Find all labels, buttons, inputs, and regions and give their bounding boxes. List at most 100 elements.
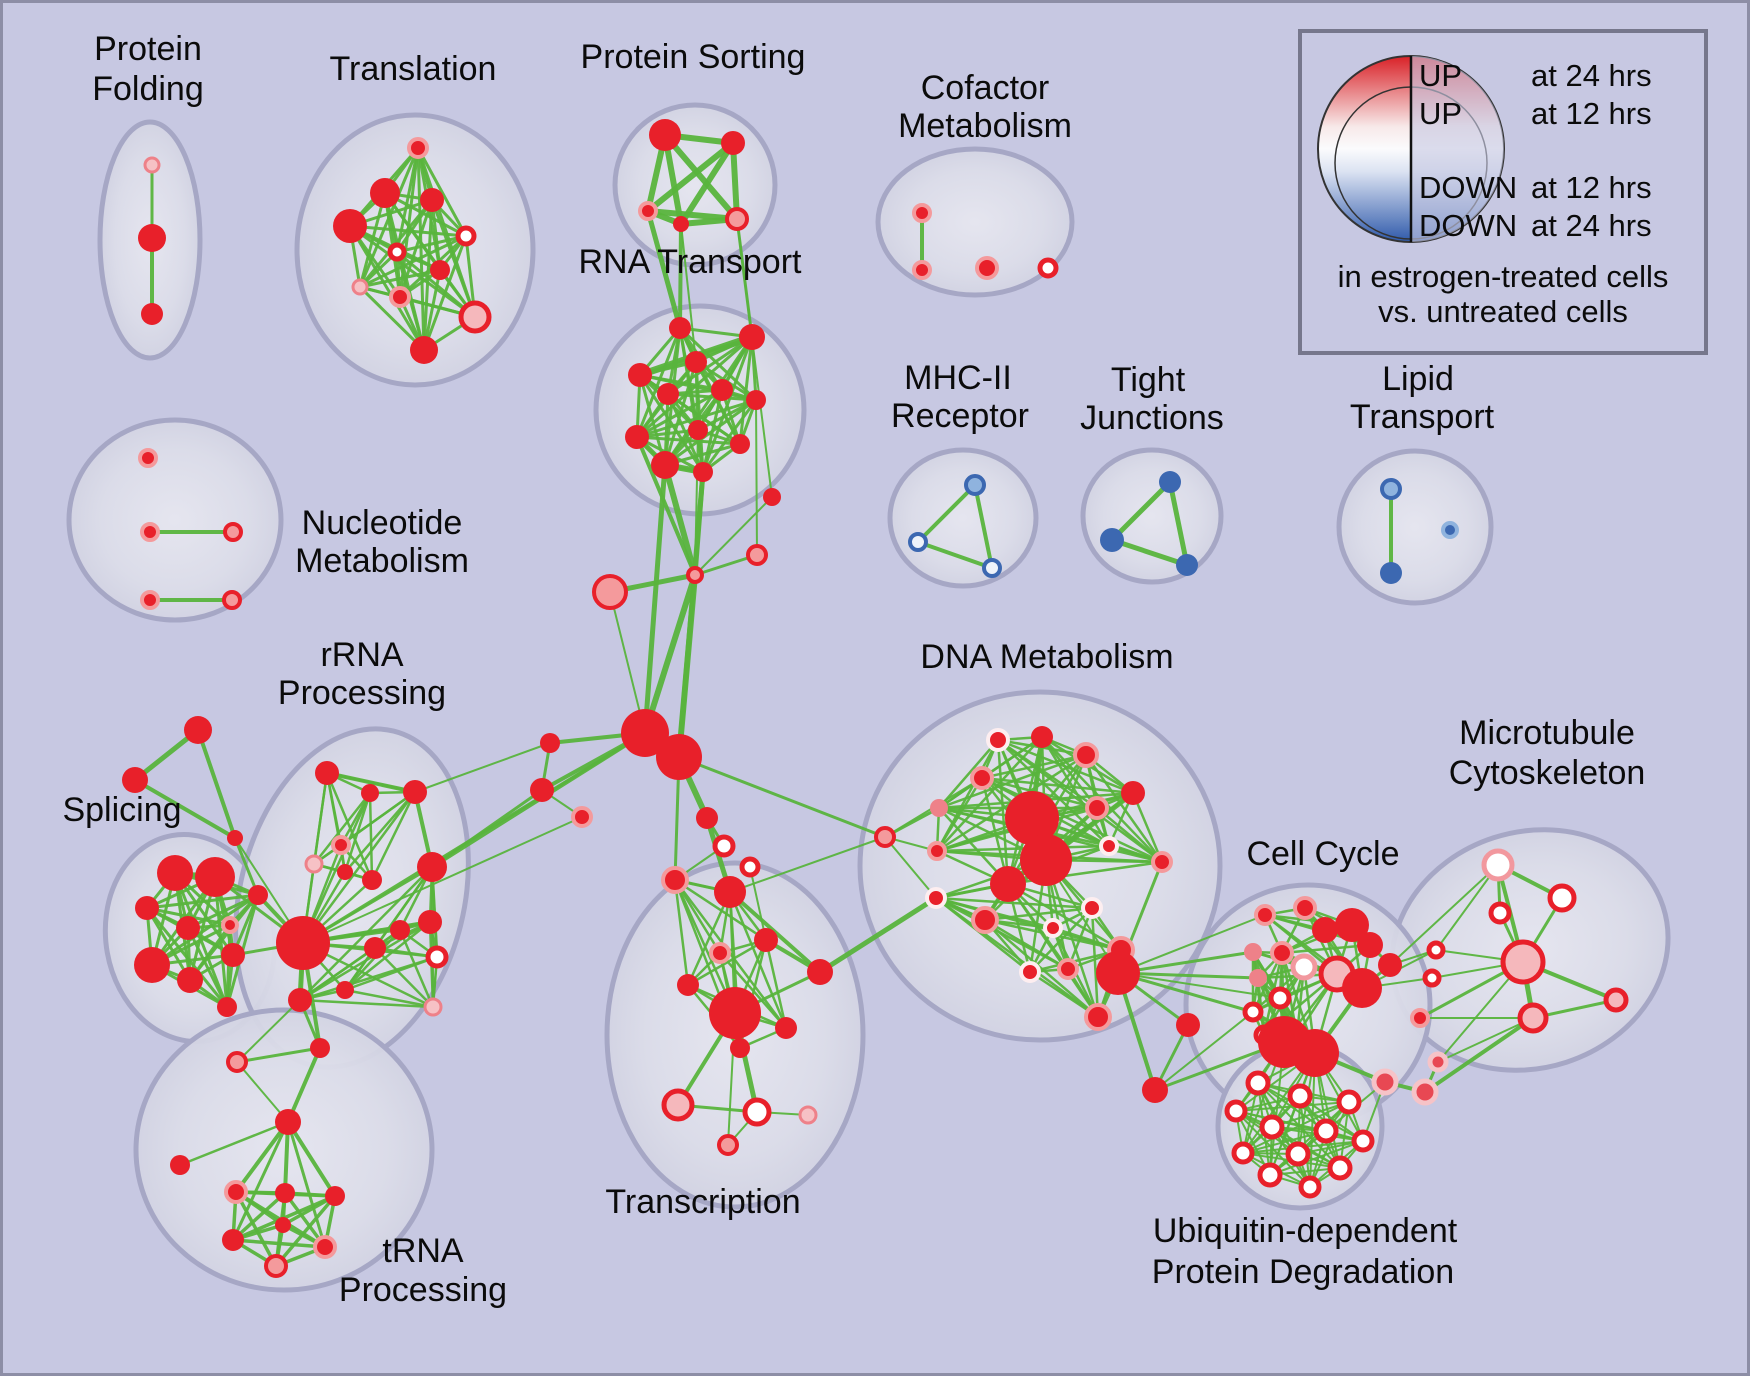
edge [234,1120,290,1194]
node-s3 [135,896,159,920]
edge [1269,1101,1350,1176]
node-C0 [1096,951,1140,995]
node-c13 [1242,1001,1264,1023]
node-q2 [908,532,928,552]
node-rt2 [739,324,765,350]
edge [609,591,646,734]
cluster-label-dna-metabolism: DNA Metabolism [920,638,1173,676]
node-s5 [221,916,239,934]
edge [1117,914,1266,974]
cluster-label-protein-folding: Folding [92,70,204,108]
cluster-label-microtubule-cytoskeleton: Cytoskeleton [1449,754,1646,792]
edge [358,285,426,352]
cluster-label-cofactor-metabolism: Cofactor [921,69,1050,107]
edge [1154,1011,1254,1091]
node-c7 [1270,941,1294,965]
node-tl11 [410,336,438,364]
edge [983,918,1070,971]
cluster-label-ubiquitin-degradation: Ubiquitin-dependent [1153,1212,1458,1250]
node-pf1 [143,156,161,174]
edge [1109,479,1173,543]
cluster-ellipse-mhc-ii-receptor [887,447,1039,589]
node-rt5 [657,383,679,405]
node-c6 [1244,943,1262,961]
node-c17 [1142,1077,1168,1103]
edge [1095,806,1164,864]
edge [736,218,773,498]
node-x3 [1410,1008,1430,1028]
edge [1131,791,1164,864]
edge [678,140,736,227]
edge [694,496,773,576]
node-g2 [122,767,148,793]
cluster-label-trna-processing: Processing [339,1271,507,1309]
node-s6 [134,947,170,983]
edge [1437,1017,1534,1063]
node-cf4 [1037,257,1059,279]
node-tr6 [775,1017,797,1039]
node-tr3 [709,942,731,964]
node-s2 [195,857,235,897]
edge [645,140,736,214]
node-D2 [1020,834,1072,886]
edge [916,540,994,570]
node-pf2 [138,224,166,252]
node-c3 [1312,917,1338,943]
node-d1 [986,728,1010,752]
node-d18 [1084,1003,1112,1031]
edge [642,462,668,736]
node-s7 [177,967,203,993]
edge [1167,479,1190,568]
edge [343,928,402,992]
node-jb [592,574,628,610]
edge [701,398,758,474]
node-j1 [686,566,704,584]
legend-caption: in estrogen-treated cells [1338,259,1669,294]
node-d3 [1073,742,1099,768]
cluster-label-mhc-ii-receptor: MHC-II [904,359,1012,397]
node-C2 [1291,1029,1339,1077]
legend-right-half-fade [1411,56,1504,242]
legend-direction-label: UP [1419,96,1462,131]
node-T8 [264,1254,288,1278]
edge [1435,864,1499,951]
node-h1 [621,709,669,757]
cluster-label-rrna-processing: Processing [278,674,446,712]
node-j2 [746,544,768,566]
node-T5 [325,1186,345,1206]
node-rr1 [315,761,339,785]
node-l3 [571,806,593,828]
node-tl1 [407,137,429,159]
node-ps5 [725,207,749,231]
edge [145,906,229,1009]
node-c5 [1357,932,1383,958]
node-m1 [1481,848,1515,882]
edge [1271,1101,1350,1128]
edge [663,398,758,467]
node-u12 [1298,1175,1322,1199]
edge [133,778,237,840]
edge [395,234,468,254]
node-m5 [1603,987,1629,1013]
node-tl7 [430,260,450,280]
cluster-label-nucleotide-metabolism: Nucleotide [302,504,463,542]
edge [325,771,417,794]
edge [696,398,758,432]
node-u8 [1285,1141,1311,1167]
node-lp3 [1441,521,1459,539]
edge [1117,972,1281,999]
node-d11 [1151,851,1173,873]
node-s1 [157,855,193,891]
node-rr14 [425,945,449,969]
edge [186,926,229,1009]
edge [718,951,788,1030]
edge [312,791,372,866]
cluster-ellipse-tight-junctions [1080,447,1224,585]
edge [368,791,374,882]
edge [935,776,984,853]
edge [145,906,192,982]
edge [1116,950,1255,975]
node-layer [122,119,1629,1278]
node-h2 [656,734,702,780]
